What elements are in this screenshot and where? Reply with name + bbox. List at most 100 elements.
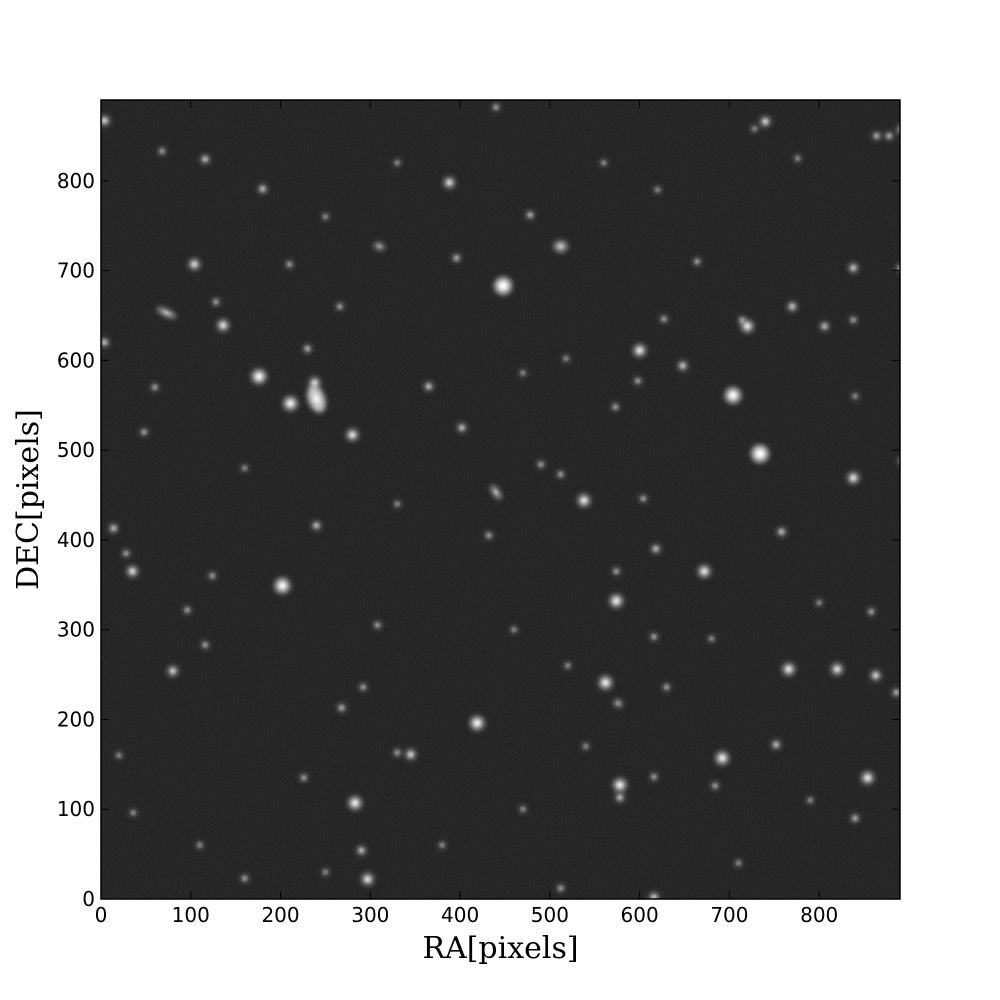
star-81 [359,683,368,692]
sky-image [101,100,900,899]
star-94 [750,125,759,133]
y-tick-label-100: 100 [57,797,95,821]
star-58 [150,383,159,392]
star-104 [734,859,743,867]
star-103 [582,742,590,750]
star-116 [393,159,401,167]
galaxy-122 [613,699,623,708]
star-102 [519,805,527,813]
star-77 [183,605,192,614]
star-12 [598,676,613,690]
star-21 [831,663,844,676]
star-19 [847,472,860,484]
star-99 [196,841,204,849]
star-10 [361,873,374,886]
galaxy-117 [307,385,326,413]
star-36 [649,892,659,899]
star-62 [158,147,166,156]
star-101 [438,841,446,849]
star-100 [321,868,330,876]
star-35 [896,125,900,135]
galaxy-118 [157,307,177,319]
x-tick-label-0: 0 [95,903,108,927]
star-4 [251,369,267,384]
x-axis-ticks: 0 100 200 300 400 500 600 700 800 [95,100,838,927]
star-67 [633,377,642,385]
star-79 [299,773,308,782]
star-17 [633,344,646,357]
y-tick-label-200: 200 [57,707,95,731]
star-22 [861,771,874,785]
star-69 [693,257,702,266]
star-3 [270,574,294,598]
star-39 [457,423,467,433]
star-97 [115,751,123,759]
star-108 [393,500,401,508]
star-6 [309,377,321,389]
x-tick-label-800: 800 [800,903,838,927]
star-106 [851,392,859,400]
star-105 [806,796,814,804]
star-65 [492,103,500,112]
star-53 [452,253,461,263]
star-111 [564,661,572,670]
star-42 [356,845,366,856]
star-1 [721,383,745,408]
star-30 [101,115,110,126]
star-8 [470,716,485,731]
star-41 [311,520,322,531]
x-tick-label-400: 400 [441,903,479,927]
y-tick-label-500: 500 [57,438,95,462]
y-tick-label-800: 800 [57,169,95,193]
galaxy-121 [373,242,385,251]
star-80 [393,748,402,757]
star-20 [782,662,795,676]
star-15 [698,565,711,578]
y-tick-label-700: 700 [57,259,95,283]
star-73 [484,531,493,540]
star-60 [122,549,131,558]
star-75 [650,632,658,641]
star-98 [129,809,137,817]
star-5 [283,396,298,411]
star-87 [650,772,658,781]
star-64 [335,302,344,311]
x-tick-label-200: 200 [261,903,299,927]
star-40 [424,381,434,391]
star-43 [615,792,625,803]
star-54 [872,131,881,141]
star-96 [519,369,527,377]
star-23 [870,670,882,681]
x-tick-label-500: 500 [531,903,569,927]
star-14 [715,751,729,765]
x-axis-title: RA[pixels] [422,931,578,966]
star-13 [613,778,627,792]
star-0 [490,272,517,299]
star-92 [849,316,858,324]
galaxy-120 [553,240,568,253]
y-tick-label-600: 600 [57,348,95,372]
star-72 [536,460,545,469]
star-112 [707,635,716,643]
star-66 [611,403,620,411]
star-38 [257,184,268,194]
star-33 [787,301,798,312]
star-26 [126,565,139,577]
star-47 [819,321,830,331]
star-82 [373,621,382,630]
star-78 [201,641,210,649]
star-85 [639,494,648,503]
star-2 [746,440,773,467]
star-34 [848,262,859,273]
star-70 [738,316,746,324]
y-tick-label-300: 300 [57,618,95,642]
star-28 [443,176,455,189]
star-74 [612,567,621,576]
star-86 [662,683,671,692]
sources [101,103,900,899]
star-89 [867,607,876,616]
y-tick-label-0: 0 [82,887,95,911]
star-55 [884,131,894,141]
x-tick-label-100: 100 [172,903,210,927]
